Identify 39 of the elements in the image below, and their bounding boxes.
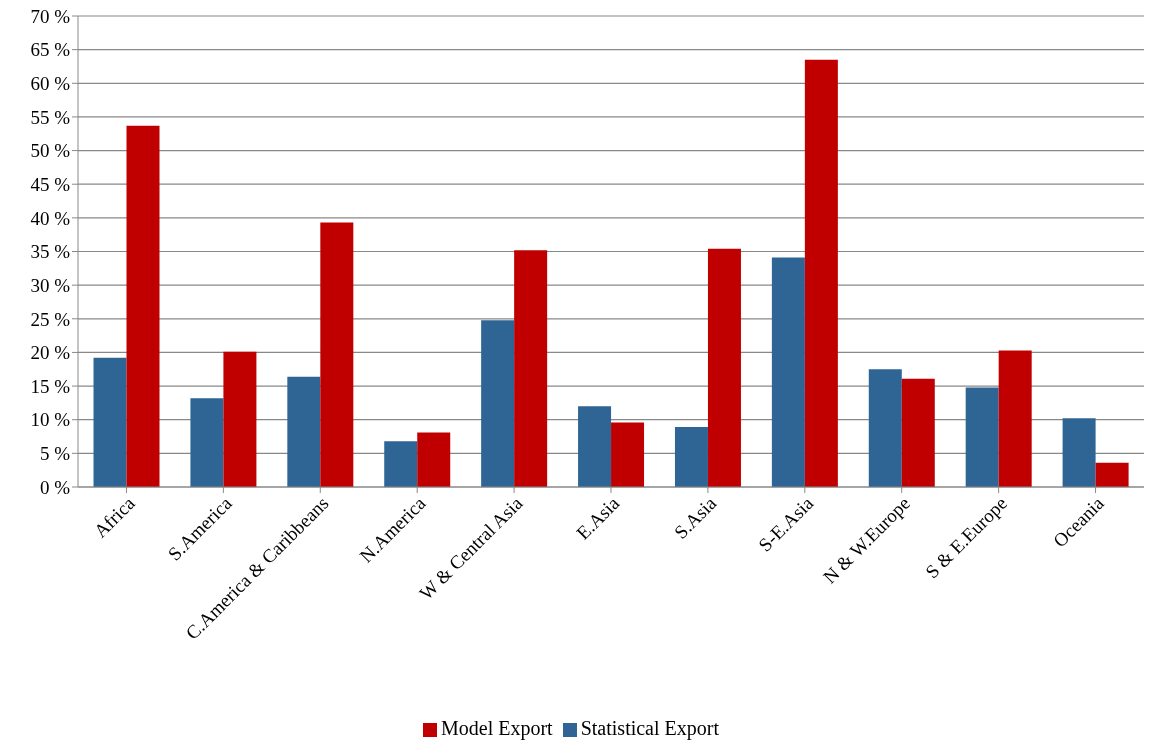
y-tick-label: 10 % bbox=[30, 409, 71, 431]
bar bbox=[223, 351, 257, 487]
bar bbox=[901, 378, 935, 487]
legend-label: Statistical Export bbox=[580, 717, 719, 739]
bar bbox=[674, 427, 708, 487]
bar bbox=[707, 248, 741, 487]
y-tick-label: 45 % bbox=[30, 173, 71, 195]
bar bbox=[384, 441, 418, 487]
y-tick-label: 50 % bbox=[30, 140, 71, 162]
bar bbox=[611, 422, 645, 487]
y-tick-label: 70 % bbox=[30, 5, 71, 27]
y-tick-label: 0 % bbox=[39, 476, 71, 498]
y-tick-label: 65 % bbox=[30, 39, 71, 61]
y-tick-label: 25 % bbox=[30, 308, 71, 330]
bar bbox=[190, 398, 224, 487]
bar bbox=[93, 357, 127, 487]
y-tick-label: 40 % bbox=[30, 207, 71, 229]
bar bbox=[1062, 418, 1096, 487]
y-tick-label: 35 % bbox=[30, 241, 71, 263]
bar bbox=[417, 432, 451, 487]
y-tick-label: 20 % bbox=[30, 342, 71, 364]
bar bbox=[1095, 462, 1129, 487]
y-tick-label: 30 % bbox=[30, 274, 71, 296]
bar bbox=[965, 387, 999, 487]
bar bbox=[514, 250, 548, 487]
bar bbox=[320, 222, 354, 487]
y-tick-label: 15 % bbox=[30, 375, 71, 397]
y-tick-label: 60 % bbox=[30, 73, 71, 95]
bar bbox=[804, 59, 838, 487]
bar bbox=[481, 320, 515, 487]
bar bbox=[771, 257, 805, 487]
bar bbox=[578, 406, 612, 487]
bar bbox=[998, 350, 1032, 487]
bar bbox=[287, 376, 321, 487]
y-tick-label: 55 % bbox=[30, 106, 71, 128]
bar bbox=[868, 369, 902, 487]
y-tick-label: 5 % bbox=[39, 443, 71, 465]
bar bbox=[126, 125, 160, 487]
legend-label: Model Export bbox=[441, 717, 553, 739]
